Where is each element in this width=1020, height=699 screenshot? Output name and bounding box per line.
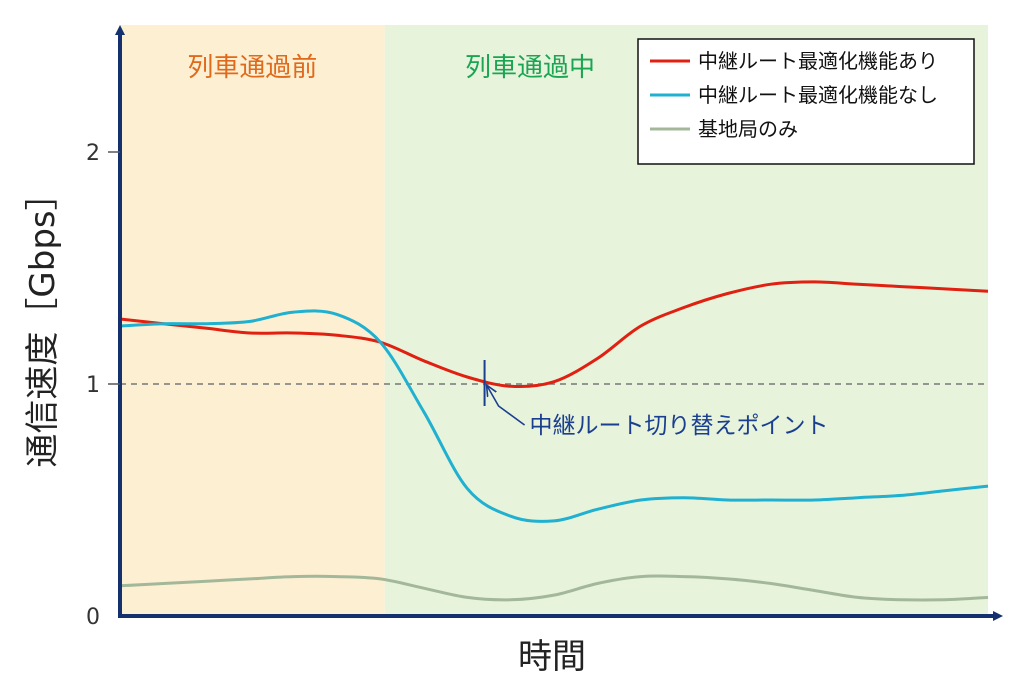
series-line-with-relay-optimization bbox=[119, 280, 989, 389]
series-line-without-relay-optimization bbox=[119, 309, 989, 523]
y-tick-label: 2 bbox=[86, 141, 100, 166]
region-label-during: 列車通過中 bbox=[465, 53, 595, 83]
annotation-label: 中継ルート切り替えポイント bbox=[530, 413, 829, 439]
y-axis-title: 通信速度［Gbps］ bbox=[23, 176, 63, 467]
y-tick-label: 0 bbox=[86, 605, 100, 630]
x-axis-title: 時間 bbox=[518, 637, 586, 677]
y-ticks: 0 1 2 bbox=[86, 141, 120, 630]
legend-label-with-relay-optimization: 中継ルート最適化機能あり bbox=[698, 49, 938, 73]
annotation-arrow bbox=[487, 385, 526, 426]
legend-label-base-station-only: 基地局のみ bbox=[698, 117, 798, 141]
series-line-base-station-only bbox=[119, 574, 989, 602]
legend-box bbox=[637, 38, 975, 165]
legend: 中継ルート最適化機能あり 中継ルート最適化機能なし 基地局のみ bbox=[637, 38, 975, 165]
y-tick-label: 1 bbox=[86, 373, 100, 398]
legend-label-without-relay-optimization: 中継ルート最適化機能なし bbox=[698, 83, 938, 107]
region-label-before: 列車通過前 bbox=[187, 53, 317, 83]
